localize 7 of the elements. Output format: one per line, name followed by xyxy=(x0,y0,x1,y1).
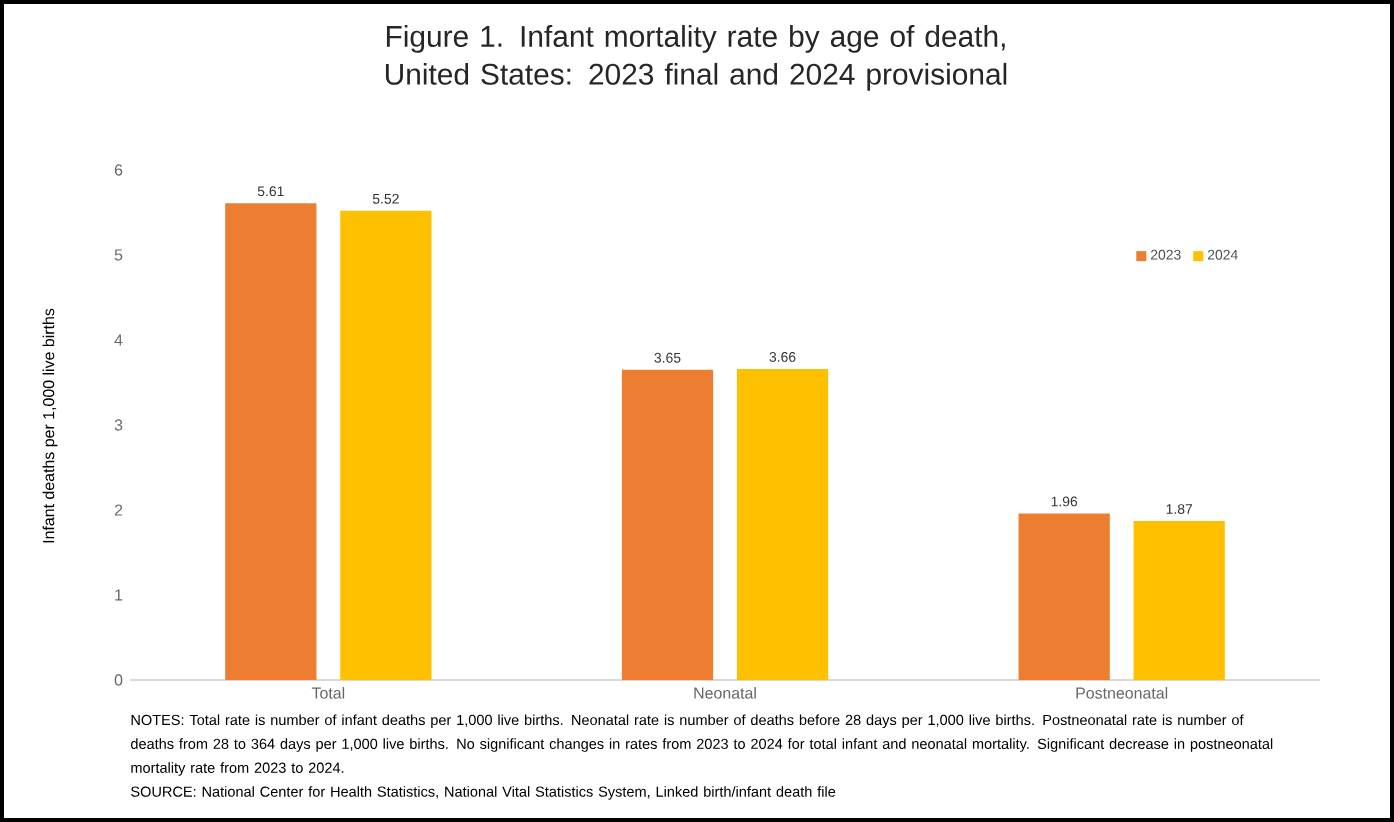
chart-title: Figure 1. Infant mortality rate by age of death, United States: 2023 final and 2024 provisional xyxy=(385,25,1007,91)
bar xyxy=(340,210,432,680)
bar xyxy=(736,368,829,680)
bar xyxy=(621,369,714,680)
bar xyxy=(1018,513,1110,680)
bar xyxy=(225,203,317,680)
bar xyxy=(1133,521,1225,680)
